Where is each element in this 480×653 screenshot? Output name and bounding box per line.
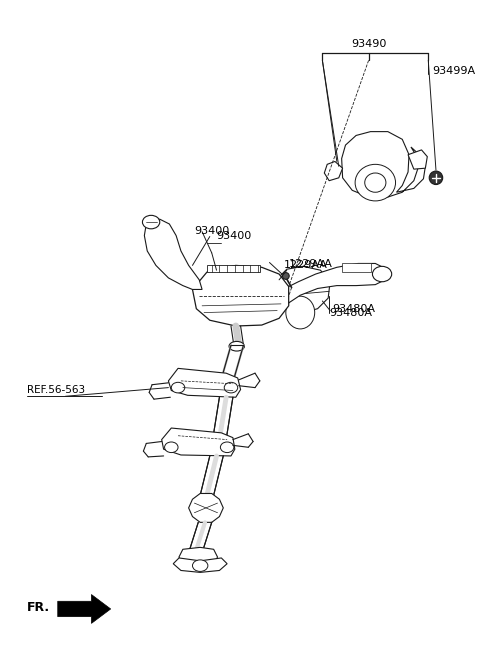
Polygon shape — [192, 265, 288, 326]
Polygon shape — [207, 265, 260, 272]
Text: REF.56-563: REF.56-563 — [27, 385, 85, 396]
Polygon shape — [408, 150, 427, 169]
Text: 93480A: 93480A — [329, 308, 372, 317]
Polygon shape — [58, 594, 111, 624]
Ellipse shape — [372, 266, 392, 281]
Polygon shape — [144, 219, 202, 289]
Ellipse shape — [286, 296, 315, 329]
Polygon shape — [189, 494, 223, 522]
Polygon shape — [324, 161, 343, 181]
Polygon shape — [162, 428, 235, 456]
Text: FR.: FR. — [27, 601, 50, 614]
Ellipse shape — [429, 171, 443, 185]
Text: 1229AA: 1229AA — [288, 259, 333, 270]
Ellipse shape — [171, 382, 185, 393]
Ellipse shape — [224, 382, 238, 393]
Ellipse shape — [355, 165, 396, 201]
Ellipse shape — [282, 272, 289, 279]
Polygon shape — [179, 547, 217, 569]
Text: 1229AA: 1229AA — [284, 260, 328, 270]
Text: 93490: 93490 — [351, 39, 386, 49]
Polygon shape — [173, 558, 227, 573]
Text: 93480A: 93480A — [332, 304, 375, 313]
Text: 93400: 93400 — [216, 231, 252, 242]
Polygon shape — [168, 368, 240, 397]
Ellipse shape — [143, 215, 160, 229]
Ellipse shape — [365, 173, 386, 192]
Polygon shape — [288, 263, 385, 303]
Ellipse shape — [192, 560, 208, 571]
Polygon shape — [342, 132, 425, 197]
Polygon shape — [272, 266, 330, 313]
Text: 93499A: 93499A — [432, 66, 475, 76]
Ellipse shape — [220, 442, 234, 453]
Polygon shape — [342, 263, 371, 272]
Ellipse shape — [165, 442, 178, 453]
Ellipse shape — [229, 342, 244, 351]
Text: 93400: 93400 — [194, 225, 229, 236]
